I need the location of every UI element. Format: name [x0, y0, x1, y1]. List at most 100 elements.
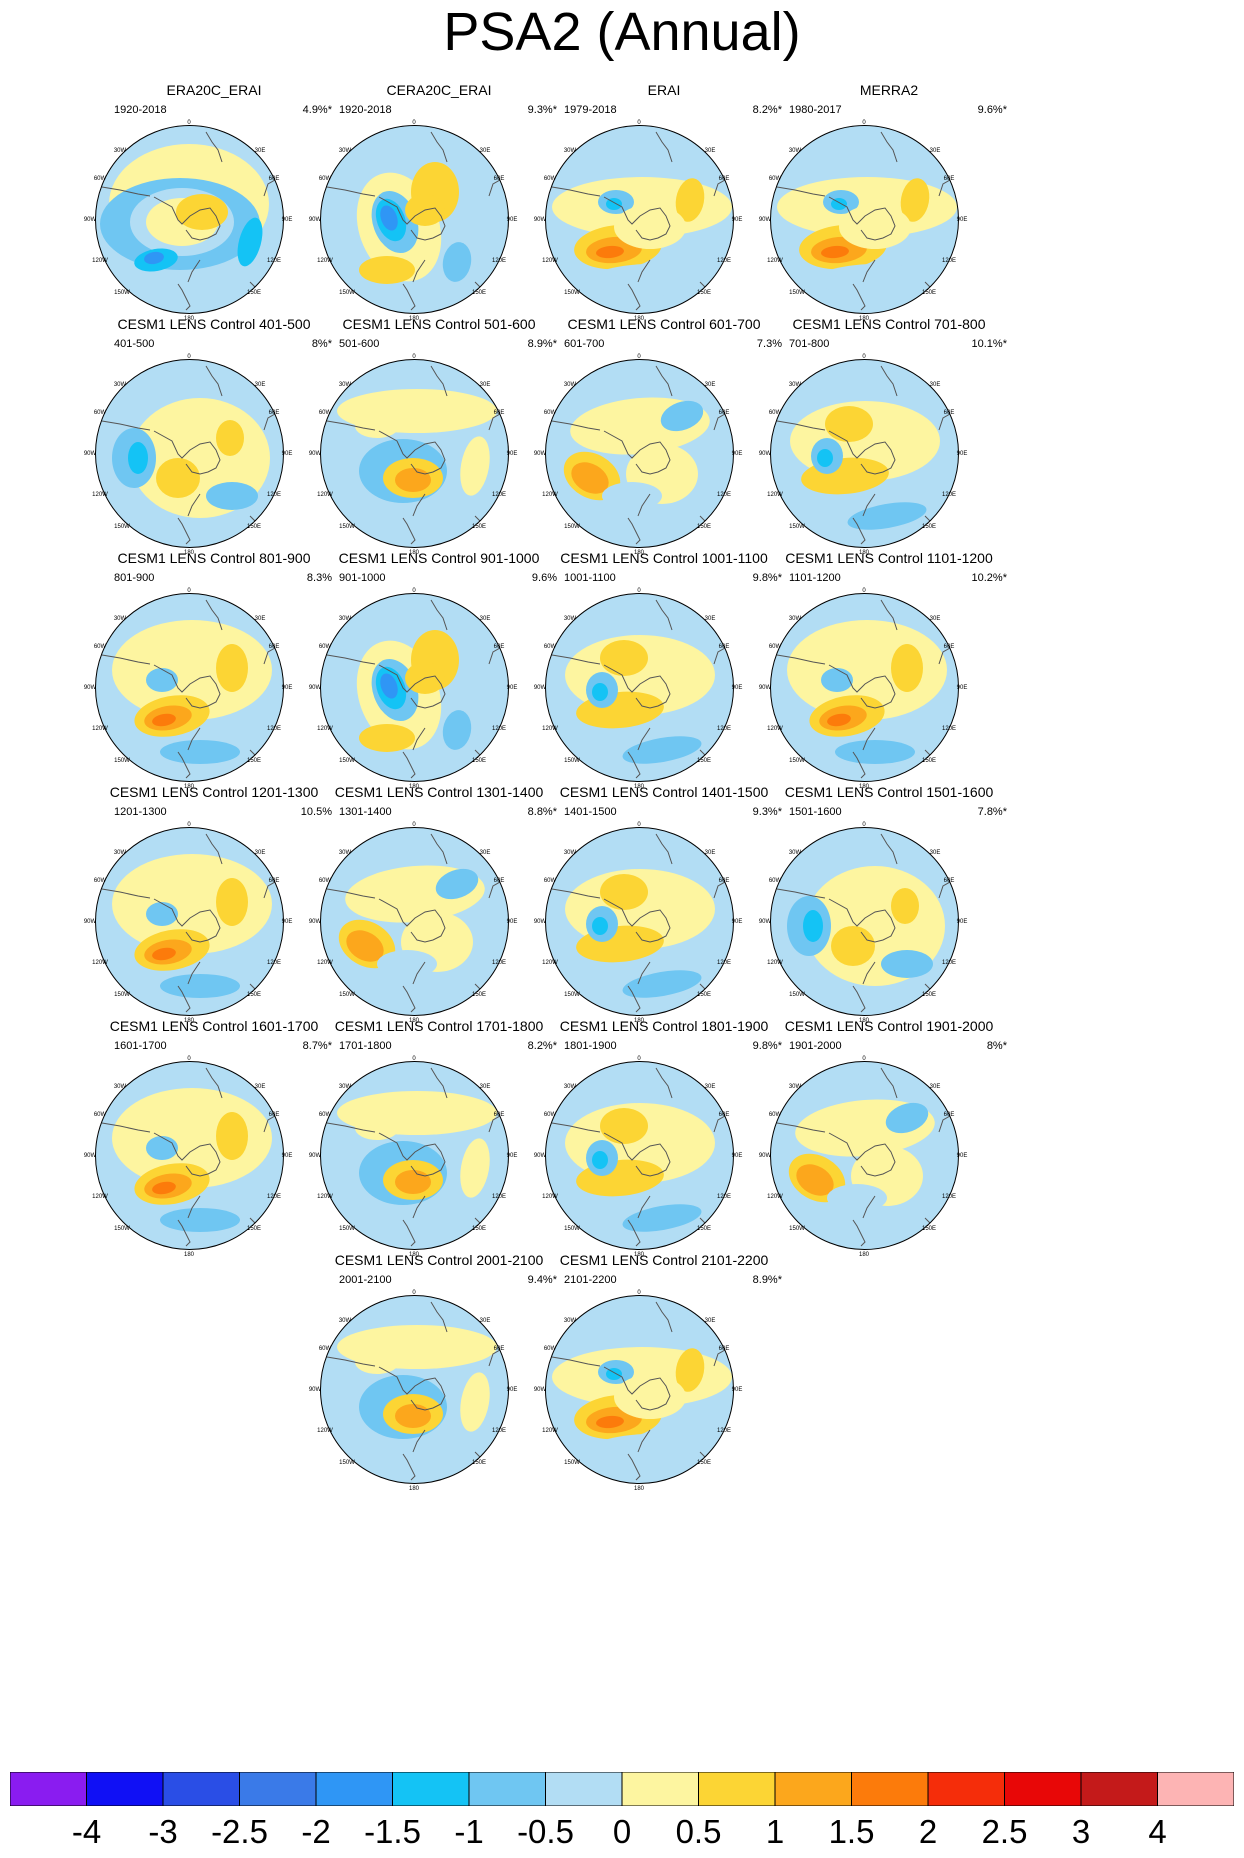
anomaly-contour	[216, 1112, 248, 1160]
figure-title: PSA2 (Annual)	[443, 2, 801, 62]
longitude-label: 150E	[247, 1226, 261, 1232]
longitude-label: 150E	[697, 758, 711, 764]
longitude-label: 150E	[472, 1226, 486, 1232]
longitude-label: 90W	[84, 919, 97, 925]
panel-variance: 7.8%*	[977, 806, 1007, 818]
map-panel: CESM1 LENS Control 1601-1700 1601-1700 8.7…	[82, 1018, 346, 1288]
coastline	[776, 888, 826, 899]
polar-map: 0 30E 60E 90E 120E 150E 180 150W 120W 90W 60W 30W	[309, 588, 518, 790]
anomaly-contour	[152, 1181, 176, 1195]
coastline	[402, 1453, 416, 1481]
longitude-label: 90E	[282, 451, 293, 457]
anomaly-contour	[592, 683, 608, 701]
anomaly-contour	[614, 1375, 686, 1419]
longitude-label: 180	[859, 550, 870, 556]
anomaly-contour	[355, 414, 399, 438]
map-border	[95, 1061, 284, 1250]
colorbar-label: -3	[148, 1813, 178, 1850]
anomaly-contour	[817, 264, 937, 296]
longitude-label: 60W	[319, 410, 332, 416]
coastline	[603, 196, 671, 241]
longitude-label: 90W	[534, 1387, 547, 1393]
longitude-label: 120E	[717, 492, 731, 498]
longitude-label: 150W	[789, 1226, 805, 1232]
longitude-label: 120W	[767, 960, 783, 966]
colorbar-label: -1.5	[364, 1813, 421, 1850]
longitude-label: 120E	[942, 960, 956, 966]
longitude-label: 60W	[544, 878, 557, 884]
longitude-label: 60W	[769, 878, 782, 884]
anomaly-contour	[176, 194, 228, 230]
longitude-label: 120E	[492, 1194, 506, 1200]
map-border	[320, 359, 509, 548]
panel-period: 1401-1500	[564, 806, 617, 818]
coastline	[177, 283, 191, 311]
coastline	[603, 898, 671, 943]
anomaly-contour	[831, 198, 847, 210]
longitude-label: 150W	[564, 1460, 580, 1466]
coastline	[412, 1429, 426, 1453]
map-border	[770, 593, 959, 782]
longitude-label: 30W	[339, 148, 352, 154]
longitude-label: 90W	[84, 217, 97, 223]
longitude-label: 180	[184, 550, 195, 556]
longitude-label: 90W	[309, 451, 322, 457]
longitude-label: 30E	[705, 850, 716, 856]
longitude-label: 90E	[732, 1153, 743, 1159]
coastline	[862, 727, 876, 751]
anomaly-contour	[827, 713, 851, 727]
longitude-label: 30E	[705, 616, 716, 622]
coastline	[637, 493, 651, 517]
longitude-label: 30E	[930, 382, 941, 388]
longitude-label: 0	[862, 822, 866, 828]
longitude-label: 60E	[944, 176, 955, 182]
longitude-label: 30W	[339, 382, 352, 388]
polar-map: 0 30E 60E 90E 120E 150E 180 150W 120W 90W 60W 30W	[84, 120, 293, 322]
coastline	[637, 1429, 651, 1453]
anomaly-contour	[660, 1132, 704, 1164]
longitude-label: 90E	[957, 451, 968, 457]
panel-variance: 8.9%*	[752, 1274, 782, 1286]
longitude-label: 150W	[789, 992, 805, 998]
colorbar-swatch	[1157, 1772, 1234, 1806]
coastline	[412, 961, 426, 985]
panel-title: CESM1 LENS Control 2001-2100	[334, 1252, 544, 1268]
longitude-label: 0	[637, 822, 641, 828]
longitude-label: 60W	[544, 410, 557, 416]
colorbar-swatch	[162, 1772, 240, 1806]
colorbar-swatch	[851, 1772, 929, 1806]
coastline	[637, 961, 651, 985]
longitude-label: 60W	[94, 878, 107, 884]
map-border	[95, 593, 284, 782]
anomaly-contour	[622, 970, 702, 998]
coastline	[603, 1132, 671, 1177]
longitude-label: 0	[862, 354, 866, 360]
longitude-label: 180	[409, 1018, 420, 1024]
coastline	[412, 1195, 426, 1219]
map-border	[545, 1295, 734, 1484]
longitude-label: 0	[862, 120, 866, 126]
anomaly-contour	[146, 668, 178, 692]
longitude-label: 120W	[92, 258, 108, 264]
polar-map: 0 30E 60E 90E 120E 150E 180 150W 120W 90W 60W 30W	[759, 1056, 968, 1258]
longitude-label: 60W	[544, 1112, 557, 1118]
longitude-label: 30W	[564, 148, 577, 154]
coastline	[378, 664, 446, 709]
coastline	[402, 751, 416, 779]
longitude-label: 90E	[732, 451, 743, 457]
panel-title: CESM1 LENS Control 1701-1800	[334, 1018, 544, 1034]
longitude-label: 120E	[267, 492, 281, 498]
longitude-label: 180	[634, 1018, 645, 1024]
longitude-label: 60E	[719, 878, 730, 884]
colorbar-label: -1	[454, 1813, 484, 1850]
longitude-label: 30W	[339, 850, 352, 856]
coastline	[880, 131, 898, 163]
longitude-label: 60W	[769, 176, 782, 182]
coastline	[828, 196, 896, 241]
longitude-label: 30W	[789, 148, 802, 154]
longitude-label: 120W	[542, 726, 558, 732]
coastline	[637, 1195, 651, 1219]
longitude-label: 60E	[719, 410, 730, 416]
longitude-label: 90E	[732, 1387, 743, 1393]
coastline	[101, 888, 151, 899]
